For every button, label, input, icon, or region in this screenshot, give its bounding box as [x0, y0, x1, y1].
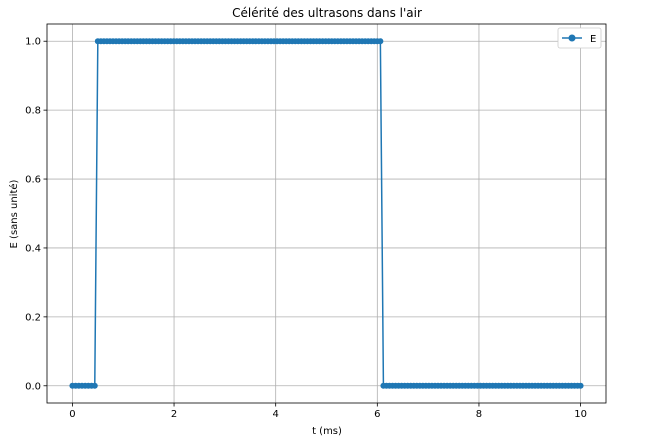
x-tick-label: 2	[171, 409, 177, 420]
y-tick-label: 1.0	[25, 37, 41, 48]
data-point	[577, 382, 584, 389]
y-tick-label: 0.8	[25, 106, 41, 117]
grid	[47, 24, 606, 403]
y-tick-label: 0.6	[25, 175, 41, 186]
y-tick-label: 0.0	[25, 381, 41, 392]
x-axis: 0 2 4 6 8 10	[69, 403, 587, 420]
legend-marker	[568, 34, 576, 42]
x-tick-label: 0	[69, 409, 75, 420]
x-tick-label: 6	[374, 409, 380, 420]
legend-label: E	[590, 34, 596, 45]
x-tick-label: 8	[476, 409, 482, 420]
chart-title: Célérité des ultrasons dans l'air	[232, 6, 422, 20]
legend: E	[557, 27, 602, 49]
x-axis-label: t (ms)	[312, 426, 342, 437]
y-axis-label: E (sans unité)	[8, 179, 20, 248]
y-tick-label: 0.2	[25, 312, 41, 323]
data-point	[91, 382, 98, 389]
x-tick-label: 10	[574, 409, 587, 420]
y-axis: 0.0 0.2 0.4 0.6 0.8 1.0	[25, 37, 47, 392]
plot-frame	[46, 23, 607, 404]
data-point	[377, 38, 384, 45]
series-layer	[69, 38, 584, 389]
x-tick-label: 4	[272, 409, 278, 420]
y-tick-label: 0.4	[25, 243, 41, 254]
